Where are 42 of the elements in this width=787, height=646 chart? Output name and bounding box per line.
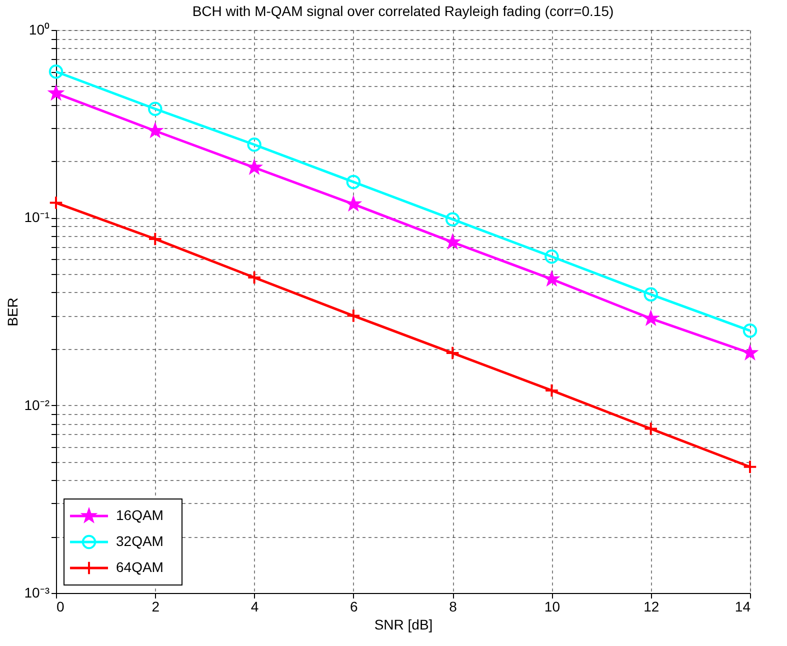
y-tick-label: 10⁻² (24, 396, 50, 413)
legend-label: 64QAM (116, 559, 164, 575)
point (247, 160, 262, 174)
point (446, 235, 460, 248)
x-tick-label: 6 (350, 598, 358, 614)
point (544, 250, 559, 264)
point (48, 196, 64, 210)
point (644, 311, 658, 325)
point (148, 232, 162, 246)
point (743, 346, 757, 359)
point (148, 124, 162, 137)
x-tick-label: 2 (152, 598, 160, 614)
point (48, 64, 64, 79)
point (346, 197, 360, 210)
y-tick-label: 10⁻³ (24, 584, 50, 600)
legend-label: 32QAM (116, 533, 164, 549)
x-tick-label: 14 (734, 598, 751, 614)
point (445, 212, 460, 226)
x-tick-label: 8 (449, 598, 458, 614)
point (346, 308, 361, 323)
point (247, 138, 262, 152)
x-tick-label: 12 (644, 598, 660, 614)
point (742, 324, 758, 338)
point (544, 272, 559, 286)
y-tick-label: 10⁰ (28, 22, 50, 38)
point (742, 460, 758, 474)
y-tick-label: 10⁻¹ (24, 209, 50, 226)
point (445, 346, 460, 360)
chart-title: BCH with M-QAM signal over correlated Rayleigh fading (corr=0.15) (192, 3, 614, 19)
point (644, 287, 658, 302)
legend-label: 16QAM (116, 507, 164, 523)
x-axis-title: SNR [dB] (374, 616, 433, 632)
point (544, 383, 559, 398)
y-axis-title: BER (4, 298, 20, 326)
x-tick-label: 10 (544, 598, 560, 614)
point (49, 86, 63, 100)
point (148, 102, 162, 116)
point (247, 270, 262, 285)
x-tick-label: 0 (56, 598, 64, 614)
point (346, 174, 361, 190)
point (644, 422, 658, 436)
x-tick-label: 4 (250, 598, 259, 614)
